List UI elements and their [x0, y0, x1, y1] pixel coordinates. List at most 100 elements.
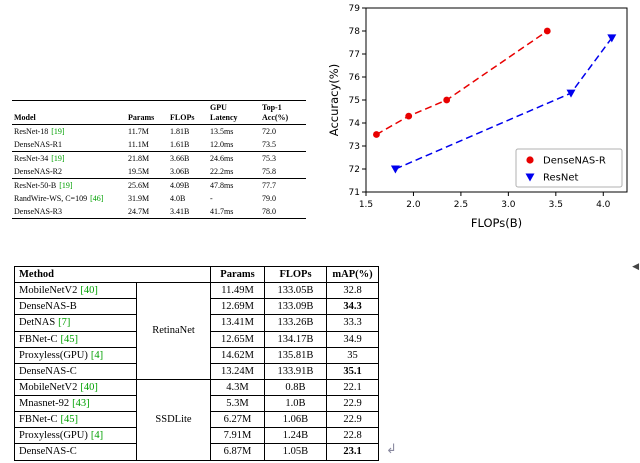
- table-row: ResNet-34 [19] 21.8M 3.66B 24.6ms 75.3: [12, 151, 306, 166]
- cell-map: 35: [326, 346, 379, 364]
- cell-params: 11.7M: [128, 126, 149, 136]
- cell-flops: 1.0B: [264, 394, 327, 413]
- cell-flops: 4.0B: [170, 193, 186, 203]
- svg-text:2.5: 2.5: [454, 200, 468, 210]
- cell-method: DenseNAS-B: [14, 298, 137, 316]
- citation-link[interactable]: [45]: [60, 333, 79, 345]
- detection-results-table: Method Params FLOPs mAP(%) MobileNetV2 [4…: [14, 265, 379, 461]
- model-name: ResNet-34: [14, 153, 49, 163]
- svg-text:74: 74: [349, 119, 361, 129]
- cell-map: 23.1: [326, 443, 379, 461]
- table-row: DenseNAS-C 6.87M 1.05B 23.1: [14, 443, 379, 461]
- method-name: MobileNetV2: [19, 285, 78, 297]
- chart-svg: 1.5 2.0 2.5 3.0 3.5 4.0 71 72 73 74 75 76 77 78 79 FLOP…: [327, 4, 628, 230]
- cell-flops: 1.05B: [264, 443, 327, 461]
- cell-flops: 133.09B: [264, 298, 327, 316]
- cell-params: 5.3M: [210, 394, 265, 413]
- cell-flops: 133.26B: [264, 314, 327, 332]
- cell-map: 32.8: [326, 282, 379, 300]
- cell-model: ResNet-34 [19]: [12, 152, 126, 166]
- method-name: Mnasnet-92: [19, 398, 70, 409]
- cell-model: DenseNAS-R1: [12, 138, 126, 152]
- table-row: DenseNAS-R2 19.5M 3.06B 22.2ms 75.8: [12, 165, 306, 179]
- cell-model: ResNet-50-B [19]: [12, 179, 126, 193]
- table-row: ResNet-50-B [19] 25.6M 4.09B 47.8ms 77.7: [12, 178, 306, 193]
- col-header-flops: FLOPs: [264, 265, 327, 284]
- cell-latency: 13.5ms: [210, 126, 234, 136]
- table-row: FBNet-C [45] 6.27M 1.06B 22.9: [14, 411, 379, 429]
- col-header-params: Params: [210, 265, 265, 284]
- cell-acc: 73.5: [262, 139, 276, 149]
- cell-flops: 1.24B: [264, 427, 327, 445]
- cell-acc: 75.3: [262, 153, 276, 163]
- svg-text:1.5: 1.5: [359, 200, 373, 210]
- cell-model: ResNet-18 [19]: [12, 125, 126, 139]
- cell-flops: 133.05B: [264, 282, 327, 300]
- svg-text:4.0: 4.0: [596, 200, 611, 210]
- scrollbar-left-arrow-icon[interactable]: ◀: [632, 262, 639, 272]
- cell-method: MobileNetV2 [40]: [14, 282, 137, 300]
- model-name: ResNet-50-B: [14, 180, 57, 190]
- svg-text:75: 75: [349, 96, 360, 106]
- cell-detector-group: SSDLite: [136, 378, 211, 461]
- citation-link[interactable]: [45]: [60, 414, 79, 426]
- cell-params: 12.65M: [210, 330, 265, 348]
- method-name: DenseNAS-C: [19, 365, 77, 377]
- col-header-params: Params: [128, 112, 155, 122]
- method-name: Proxyless(GPU): [19, 430, 88, 442]
- table-row: DenseNAS-C 13.24M 133.91B 35.1: [14, 362, 379, 380]
- svg-text:ResNet: ResNet: [543, 173, 578, 184]
- citation-link[interactable]: [40]: [80, 285, 98, 297]
- cell-method: Proxyless(GPU) [4]: [14, 427, 137, 445]
- cell-params: 13.41M: [210, 314, 265, 332]
- paragraph-return-icon: ↲: [386, 442, 397, 457]
- citation-link[interactable]: [7]: [58, 317, 71, 329]
- citation-link[interactable]: [4]: [90, 430, 104, 442]
- cell-latency: 47.8ms: [210, 180, 234, 190]
- cell-latency: 22.2ms: [210, 166, 234, 176]
- svg-text:2.0: 2.0: [406, 200, 421, 210]
- cell-params: 14.62M: [210, 346, 265, 364]
- model-name: DenseNAS-R1: [14, 139, 62, 149]
- citation-link[interactable]: [43]: [72, 398, 90, 409]
- cell-flops: 135.81B: [264, 346, 327, 364]
- citation-link[interactable]: [4]: [90, 349, 104, 361]
- citation-link[interactable]: [19]: [59, 180, 73, 190]
- table-row: FBNet-C [45] 12.65M 134.17B 34.9: [14, 330, 379, 348]
- cell-model: RandWire-WS, C=109 [46]: [12, 192, 126, 205]
- method-name: DenseNAS-B: [19, 301, 77, 313]
- cell-method: DetNAS [7]: [14, 314, 137, 332]
- model-name: DenseNAS-R2: [14, 166, 62, 176]
- table-row: ResNet-18 [19] 11.7M 1.81B 13.5ms 72.0: [12, 125, 306, 139]
- col-header-top1-acc: Top-1 Acc(%): [262, 102, 289, 122]
- citation-link[interactable]: [46]: [90, 193, 104, 203]
- citation-link[interactable]: [19]: [51, 153, 65, 163]
- cell-method: Mnasnet-92 [43]: [14, 394, 137, 413]
- classification-results-table: Model Params FLOPs GPU Latency Top-1 Acc…: [12, 100, 306, 219]
- col-header-map: mAP(%): [326, 265, 379, 284]
- svg-text:76: 76: [349, 73, 361, 83]
- citation-link[interactable]: [40]: [80, 381, 98, 393]
- cell-latency: 41.7ms: [210, 206, 234, 216]
- col-header-model: Model: [14, 112, 36, 122]
- cell-latency: 24.6ms: [210, 153, 234, 163]
- svg-text:72: 72: [349, 165, 360, 175]
- cell-latency: 12.0ms: [210, 139, 234, 149]
- cell-model: DenseNAS-R3: [12, 205, 126, 219]
- method-name: DenseNAS-C: [19, 446, 77, 458]
- col-header-gpu-latency: GPU Latency: [210, 102, 238, 122]
- cell-acc: 77.7: [262, 180, 276, 190]
- cell-flops: 3.66B: [170, 153, 190, 163]
- col-header-flops: FLOPs: [170, 112, 195, 122]
- table-header-row: Method Params FLOPs mAP(%): [14, 265, 379, 284]
- cell-params: 25.6M: [128, 180, 150, 190]
- svg-text:78: 78: [349, 27, 361, 37]
- method-name: Proxyless(GPU): [19, 349, 88, 361]
- cell-params: 4.3M: [210, 378, 265, 397]
- cell-flops: 3.41B: [170, 206, 190, 216]
- cell-map: 34.9: [326, 330, 379, 348]
- cell-flops: 0.8B: [264, 378, 327, 397]
- cell-params: 19.5M: [128, 166, 150, 176]
- table-row: MobileNetV2 [40] SSDLite 4.3M 0.8B 22.1: [14, 378, 379, 461]
- citation-link[interactable]: [19]: [51, 126, 65, 136]
